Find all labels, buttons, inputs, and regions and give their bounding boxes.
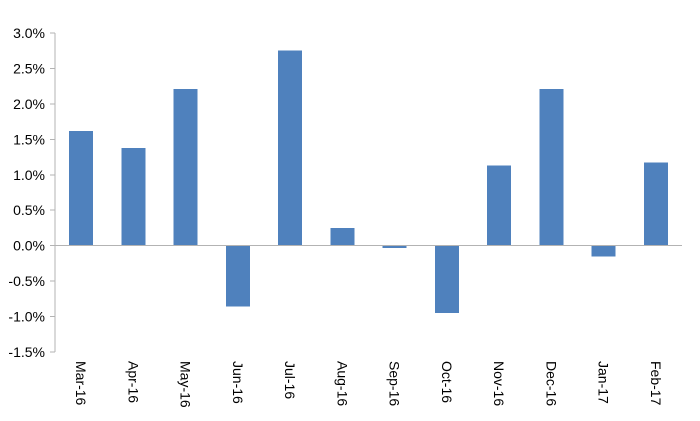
bar-dec-16 xyxy=(539,89,564,246)
y-tick-label: 0.0% xyxy=(13,238,45,254)
y-tick-label: 0.5% xyxy=(13,202,45,218)
x-tick-label: Sep-16 xyxy=(387,361,403,406)
x-tick-label: Apr-16 xyxy=(125,361,141,403)
y-tick-label: -0.5% xyxy=(8,273,45,289)
bars xyxy=(69,50,668,314)
bar-nov-16 xyxy=(487,165,512,246)
y-tick-label: 1.0% xyxy=(13,167,45,183)
bar-jun-16 xyxy=(225,245,250,307)
x-tick-label: Aug-16 xyxy=(334,361,350,406)
bar-apr-16 xyxy=(121,147,146,246)
x-tick-label: Feb-17 xyxy=(648,361,664,406)
x-tick-label: Nov-16 xyxy=(491,361,507,406)
x-tick-label: Mar-16 xyxy=(73,361,89,406)
bar-mar-16 xyxy=(69,130,94,246)
x-tick-label: Jul-16 xyxy=(282,361,298,399)
x-tick-label: Jun-16 xyxy=(230,361,246,404)
y-tick-label: 2.0% xyxy=(13,96,45,112)
bar-aug-16 xyxy=(330,227,355,246)
y-tick-label: -1.5% xyxy=(8,344,45,360)
bar-jul-16 xyxy=(278,50,303,246)
x-tick-label: May-16 xyxy=(178,361,194,408)
y-axis-tick-labels: 3.0% 2.5% 2.0% 1.5% 1.0% 0.5% 0.0% -0.5% -1.0% -1… xyxy=(8,25,55,360)
x-tick-label: Dec-16 xyxy=(543,361,559,406)
bar-may-16 xyxy=(173,89,198,246)
bar-feb-17 xyxy=(643,162,668,246)
x-tick-label: Oct-16 xyxy=(439,361,455,403)
y-tick-label: -1.0% xyxy=(8,309,45,325)
x-axis-tick-labels: Mar-16 Apr-16 May-16 Jun-16 Jul-16 Aug-16 Sep-… xyxy=(73,361,664,408)
bar-jan-17 xyxy=(591,245,616,257)
y-tick-label: 2.5% xyxy=(13,60,45,76)
y-tick-label: 3.0% xyxy=(13,25,45,41)
bar-oct-16 xyxy=(434,245,459,314)
bar-sep-16 xyxy=(382,245,407,248)
x-tick-label: Jan-17 xyxy=(596,361,612,404)
y-tick-label: 1.5% xyxy=(13,131,45,147)
